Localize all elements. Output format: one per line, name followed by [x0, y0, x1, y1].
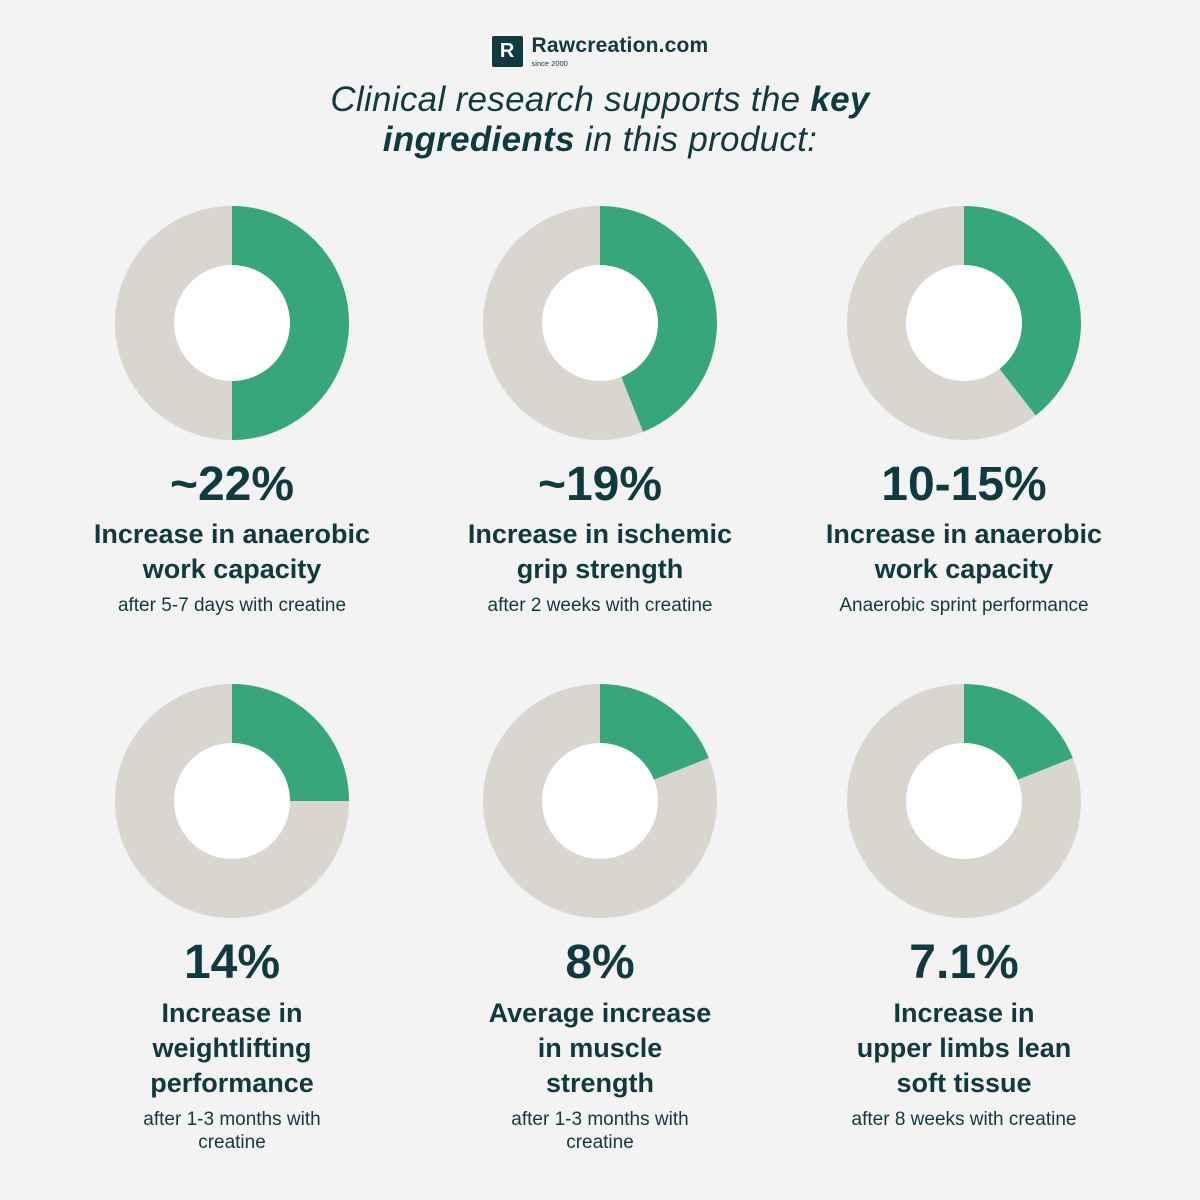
stat-description-line: Increase in ischemic — [467, 519, 733, 549]
logo-group: R Rawcreation.com since 2000 — [491, 34, 709, 68]
chart-card: 8% Average increase in muscle strength after… — [400, 683, 800, 1153]
brand-tagline: since 2000 — [531, 59, 568, 68]
stat-description-line: strength — [546, 1068, 654, 1098]
donut-chart — [847, 684, 1081, 918]
title-bold-2: ingredients — [382, 120, 575, 159]
donut-hole — [542, 743, 658, 859]
brand-name: Rawcreation.com — [531, 34, 709, 57]
stat-note: Anaerobic sprint performance — [764, 594, 1164, 617]
stat-note-line: creatine — [566, 1132, 634, 1153]
stat-value: ~19% — [537, 458, 663, 511]
donut-chart — [483, 206, 717, 440]
stat-description: Increase in upper limbs lean soft tissue — [764, 996, 1164, 1101]
title-part-1: Clinical research supports the — [330, 80, 811, 119]
donut-segment — [232, 206, 349, 440]
stat-description: Increase in anaerobic work capacity — [32, 517, 432, 587]
stat-note-line: after 2 weeks with creatine — [487, 595, 713, 616]
donut-segment — [600, 206, 717, 432]
stat-note-line: creatine — [198, 1132, 266, 1153]
stat-value: 10-15% — [881, 458, 1047, 511]
stat-note: after 1-3 months with creatine — [400, 1108, 800, 1154]
donut-hole — [906, 265, 1022, 381]
donut-chart — [115, 684, 349, 918]
title-part-2: in this product: — [574, 120, 818, 159]
brand-logo: R Rawcreation.com since 2000 — [0, 34, 1200, 68]
donut-hole — [174, 265, 290, 381]
stat-description-line: Increase in anaerobic — [93, 519, 371, 549]
stat-description-line: weightlifting — [152, 1033, 312, 1063]
stat-value: 7.1% — [909, 936, 1019, 989]
stat-value: 14% — [183, 936, 281, 989]
stat-description-line: soft tissue — [896, 1068, 1032, 1098]
stat-description: Increase in anaerobic work capacity — [764, 517, 1164, 587]
stat-description-line: performance — [150, 1068, 314, 1098]
stat-description: Increase in ischemic grip strength — [400, 517, 800, 587]
stat-description-line: work capacity — [874, 554, 1054, 584]
stat-note-line: after 8 weeks with creatine — [851, 1109, 1077, 1130]
stat-note-line: Anaerobic sprint performance — [839, 595, 1089, 616]
stat-description-line: Increase in — [893, 998, 1035, 1028]
donut-hole — [906, 743, 1022, 859]
chart-card: ~19% Increase in ischemic grip strength aft… — [400, 205, 800, 675]
title-bold-1: key — [810, 80, 870, 119]
stat-description-line: work capacity — [142, 554, 322, 584]
donut-hole — [542, 265, 658, 381]
stat-note: after 5-7 days with creatine — [32, 594, 432, 617]
stat-description-line: grip strength — [516, 554, 684, 584]
donut-chart — [483, 684, 717, 918]
donut-chart — [847, 206, 1082, 440]
donut-hole — [174, 743, 290, 859]
logo-mark-icon: R — [491, 36, 523, 67]
stat-note: after 1-3 months with creatine — [32, 1108, 432, 1154]
stat-description-line: Average increase — [488, 998, 712, 1028]
stat-value: ~22% — [169, 458, 295, 511]
stat-description: Average increase in muscle strength — [400, 996, 800, 1101]
stat-description-line: upper limbs lean — [856, 1033, 1072, 1063]
stat-note-line: after 1-3 months with — [511, 1109, 689, 1130]
donut-segment — [964, 206, 1082, 416]
stat-note: after 2 weeks with creatine — [400, 594, 800, 617]
chart-card: 10-15% Increase in anaerobic work capacity… — [764, 205, 1164, 675]
stat-description: Increase in weightlifting performance — [32, 996, 432, 1101]
chart-card: ~22% Increase in anaerobic work capacity af… — [32, 205, 432, 675]
stat-description-line: Increase in — [161, 998, 303, 1028]
stat-value: 8% — [565, 936, 635, 989]
chart-card: 7.1% Increase in upper limbs lean soft tiss… — [764, 683, 1164, 1153]
logo-text: Rawcreation.com since 2000 — [532, 34, 709, 68]
stat-note: after 8 weeks with creatine — [764, 1108, 1164, 1131]
donut-chart — [115, 206, 349, 440]
page-title: Clinical research supports the key ingre… — [0, 80, 1200, 160]
stat-description-line: Increase in anaerobic — [825, 519, 1103, 549]
stat-note-line: after 5-7 days with creatine — [117, 595, 347, 616]
stat-description-line: in muscle — [537, 1033, 663, 1063]
chart-card: 14% Increase in weightlifting performance af… — [32, 683, 432, 1153]
stat-note-line: after 1-3 months with — [143, 1109, 321, 1130]
